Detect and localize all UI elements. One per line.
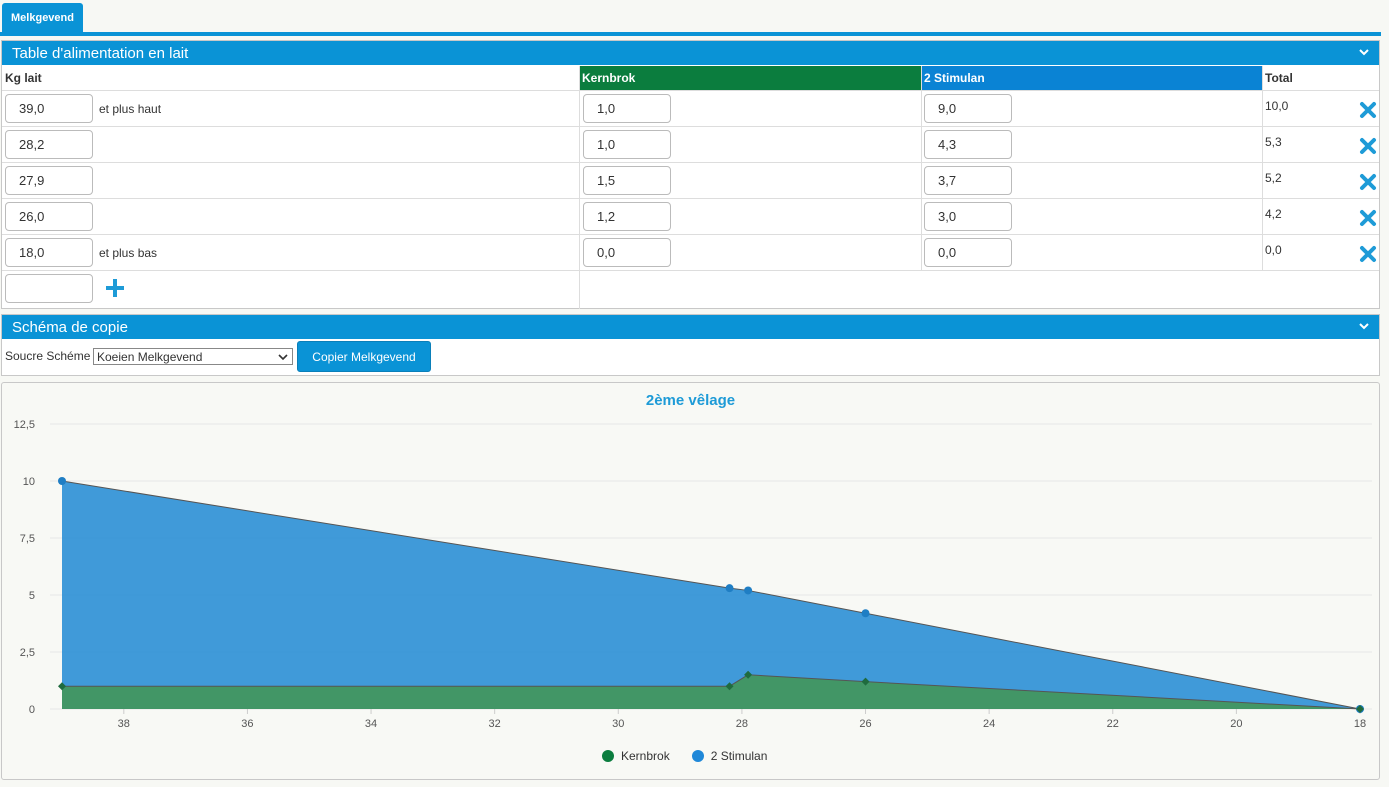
x-tick-label: 18: [1354, 718, 1366, 730]
copy-schema-header[interactable]: Schéma de copie: [2, 315, 1379, 339]
range-note: et plus haut: [99, 102, 162, 116]
point-kernbrok: [744, 670, 753, 679]
x-icon[interactable]: [1359, 173, 1377, 191]
kernbrok-input[interactable]: 0,0: [583, 238, 671, 267]
stimulan-header: 2 Stimulan: [921, 66, 1262, 91]
chevron-down-icon[interactable]: [1357, 319, 1371, 333]
point-kernbrok: [725, 682, 734, 691]
legend-item-stimulan[interactable]: 2 Stimulan: [691, 749, 768, 763]
y-tick-label: 2,5: [20, 647, 35, 659]
point-2-stimulan: [725, 584, 734, 593]
kg-input[interactable]: 28,2: [5, 130, 93, 159]
legend-label: Kernbrok: [621, 749, 670, 763]
table-row: 26,0 1,2 3,0 4,2: [2, 199, 1379, 235]
kg-input[interactable]: 27,9: [5, 166, 93, 195]
tab-bar: Melkgevend: [0, 0, 1381, 36]
feed-table-panel: Table d'alimentation en lait Kg lait Ker…: [1, 40, 1380, 309]
x-tick-label: 32: [489, 718, 501, 730]
stimulan-input[interactable]: 9,0: [924, 94, 1012, 123]
kg-header: Kg lait: [2, 66, 579, 91]
table-row: 27,9 1,5 3,7 5,2: [2, 163, 1379, 199]
source-schema-label: Soucre Schéme: [5, 349, 91, 363]
kernbrok-input[interactable]: 1,0: [583, 94, 671, 123]
new-kg-input[interactable]: [5, 274, 93, 303]
y-tick-label: 5: [29, 590, 35, 602]
x-tick-label: 38: [118, 718, 130, 730]
area-2-stimulan: [62, 481, 1360, 709]
total-value: 10,0: [1265, 99, 1289, 113]
point-kernbrok: [58, 682, 66, 691]
total-header: Total: [1262, 66, 1379, 91]
kernbrok-input[interactable]: 1,5: [583, 166, 671, 195]
x-tick-label: 28: [736, 718, 748, 730]
legend-label: 2 Stimulan: [710, 749, 768, 763]
point-2-stimulan: [861, 609, 870, 618]
y-tick-label: 7,5: [20, 533, 35, 545]
chart-panel: 2ème vêlage 0 2,5 5 7,5 10 12,5 38 36 34 32 30 28 26…: [1, 382, 1380, 780]
stimulan-input[interactable]: 3,7: [924, 166, 1012, 195]
x-tick-label: 36: [241, 718, 253, 730]
source-schema-select[interactable]: Koeien Melkgevend: [93, 348, 293, 365]
x-tick-label: 20: [1230, 718, 1242, 730]
chart-legend: Kernbrok 2 Stimulan: [602, 744, 789, 768]
legend-marker: [602, 750, 614, 762]
x-tick-label: 24: [983, 718, 995, 730]
kg-input[interactable]: 39,0: [5, 94, 93, 123]
y-tick-label: 0: [29, 704, 35, 716]
x-tick-label: 30: [612, 718, 624, 730]
range-note: et plus bas: [99, 246, 158, 260]
point-2-stimulan: [744, 586, 753, 595]
legend-marker: [691, 750, 704, 762]
x-icon[interactable]: [1359, 101, 1377, 119]
table-row: 28,2 1,0 4,3 5,3: [2, 127, 1379, 163]
total-value: 5,2: [1265, 171, 1282, 185]
point-kernbrok: [1356, 705, 1364, 713]
plus-icon[interactable]: [105, 278, 125, 298]
tab-melkgevend[interactable]: Melkgevend: [2, 3, 83, 32]
point-kernbrok: [861, 677, 870, 686]
chevron-down-icon[interactable]: [1357, 45, 1371, 59]
chevron-down-icon: [278, 354, 288, 361]
table-row: 39,0 et plus haut 1,0 9,0 10,0: [2, 91, 1379, 127]
new-row: [2, 271, 1379, 309]
stimulan-input[interactable]: 0,0: [924, 238, 1012, 267]
feed-table-title: Table d'alimentation en lait: [12, 44, 189, 62]
legend-item-kernbrok[interactable]: Kernbrok: [602, 749, 670, 763]
x-tick-label: 26: [859, 718, 871, 730]
x-tick-label: 34: [365, 718, 377, 730]
total-value: 0,0: [1265, 243, 1282, 257]
x-tick-label: 22: [1107, 718, 1119, 730]
copy-schema-panel: Schéma de copie Soucre Schéme Koeien Mel…: [1, 314, 1380, 376]
kernbrok-input[interactable]: 1,0: [583, 130, 671, 159]
column-divider: [1262, 66, 1263, 271]
x-icon[interactable]: [1359, 137, 1377, 155]
kernbrok-header: Kernbrok: [579, 66, 921, 91]
column-divider: [921, 66, 922, 271]
copy-schema-title: Schéma de copie: [12, 318, 128, 336]
copy-button[interactable]: Copier Melkgevend: [297, 341, 431, 372]
kernbrok-input[interactable]: 1,2: [583, 202, 671, 231]
table-row: 18,0 et plus bas 0,0 0,0 0,0: [2, 235, 1379, 271]
y-tick-label: 10: [23, 476, 35, 488]
y-tick-label: 12,5: [14, 419, 35, 431]
column-divider: [579, 66, 580, 309]
source-schema-value: Koeien Melkgevend: [97, 349, 203, 364]
stimulan-input[interactable]: 3,0: [924, 202, 1012, 231]
kg-input[interactable]: 18,0: [5, 238, 93, 267]
chart-title: 2ème vêlage: [645, 392, 736, 409]
area-kernbrok: [62, 674, 1360, 709]
stimulan-input[interactable]: 4,3: [924, 130, 1012, 159]
point-2-stimulan: [58, 477, 66, 485]
feed-table-header[interactable]: Table d'alimentation en lait: [2, 41, 1379, 65]
kg-input[interactable]: 26,0: [5, 202, 93, 231]
total-value: 5,3: [1265, 135, 1282, 149]
total-value: 4,2: [1265, 207, 1282, 221]
x-icon[interactable]: [1359, 245, 1377, 263]
x-icon[interactable]: [1359, 209, 1377, 227]
area-chart: 0 2,5 5 7,5 10 12,5 38 36 34 32 30 28 26 24 22 20 18: [14, 419, 1372, 730]
